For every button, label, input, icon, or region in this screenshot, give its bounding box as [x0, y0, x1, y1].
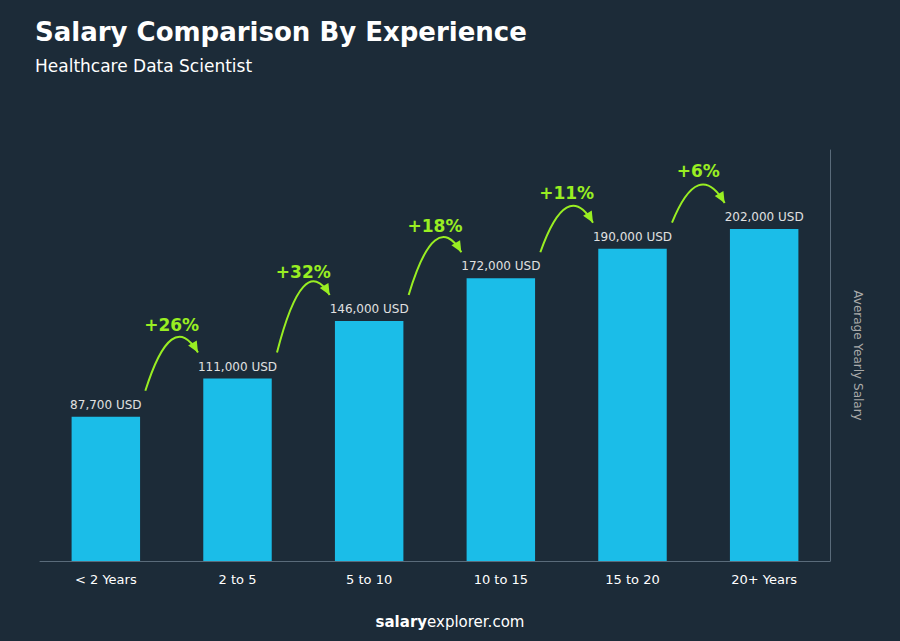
- svg-text:111,000 USD: 111,000 USD: [198, 360, 277, 374]
- svg-text:salary: salary: [376, 613, 428, 631]
- svg-text:190,000 USD: 190,000 USD: [593, 230, 672, 244]
- svg-text:Salary Comparison By Experienc: Salary Comparison By Experience: [35, 17, 527, 47]
- svg-text:+26%: +26%: [144, 315, 199, 335]
- svg-text:202,000 USD: 202,000 USD: [725, 210, 804, 224]
- svg-text:15 to 20: 15 to 20: [605, 572, 659, 587]
- svg-text:5 to 10: 5 to 10: [346, 572, 392, 587]
- svg-text:+18%: +18%: [408, 216, 463, 236]
- svg-text:87,700 USD: 87,700 USD: [70, 398, 141, 412]
- svg-text:+6%: +6%: [677, 161, 720, 181]
- svg-text:Healthcare Data Scientist: Healthcare Data Scientist: [35, 56, 252, 76]
- svg-text:Average Yearly Salary: Average Yearly Salary: [851, 290, 865, 420]
- svg-text:< 2 Years: < 2 Years: [75, 572, 137, 587]
- svg-text:+32%: +32%: [276, 262, 331, 282]
- svg-text:+11%: +11%: [539, 183, 594, 203]
- svg-text:20+ Years: 20+ Years: [731, 572, 797, 587]
- svg-text:explorer.com: explorer.com: [427, 613, 524, 631]
- svg-text:172,000 USD: 172,000 USD: [461, 259, 540, 273]
- svg-text:146,000 USD: 146,000 USD: [330, 302, 409, 316]
- svg-text:2 to 5: 2 to 5: [219, 572, 257, 587]
- svg-text:10 to 15: 10 to 15: [474, 572, 528, 587]
